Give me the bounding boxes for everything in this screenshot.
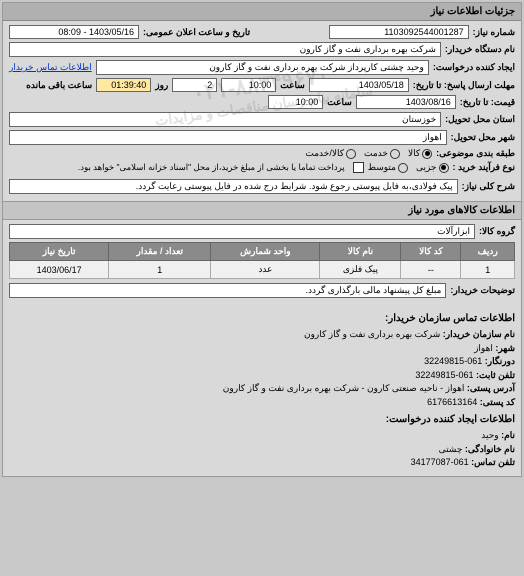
process-opt-medium[interactable]: متوسط [368, 162, 408, 173]
treasury-checkbox[interactable] [353, 162, 364, 173]
creator-value: وحید چشتی کارپرداز شرکت بهره برداری نفت … [96, 60, 429, 75]
buyer-org-label: نام دستگاه خریدار: [445, 44, 515, 55]
cell-unit: عدد [211, 261, 320, 279]
row-budget: طبقه بندی موضوعی: کالا خدمت کالا/خدمت [9, 148, 515, 159]
contact-fax: تلفن ثابت: 061-32249815 [9, 369, 515, 383]
announce-label: تاریخ و ساعت اعلان عمومی: [143, 27, 250, 38]
contact-city: شهر: اهواز [9, 342, 515, 356]
creator-label: ایجاد کننده درخواست: [433, 62, 515, 73]
table-row: 1 -- پیک فلزی عدد 1 1403/06/17 [10, 261, 515, 279]
city-value: اهواز [9, 130, 447, 145]
buyer-org-value: شرکت بهره برداری نفت و گاز کارون [9, 42, 441, 57]
deadline-time: 10:00 [221, 78, 276, 92]
city-label: شهر محل تحویل: [451, 132, 515, 143]
validity-label: قیمت: تا تاریخ: [460, 97, 515, 108]
remain-time: 01:39:40 [96, 78, 151, 92]
subject-value: پیک فولادی،به فایل پیوستی رجوع شود. شرای… [9, 179, 458, 194]
budget-opt-both[interactable]: کالا/خدمت [305, 148, 356, 159]
contact-link[interactable]: اطلاعات تماس خریدار [9, 62, 92, 73]
row-buyer-desc: توضیحات خریدار: مبلغ کل پیشنهاد مالی بار… [9, 283, 515, 298]
province-label: استان محل تحویل: [445, 114, 515, 125]
process-label: نوع فرآیند خرید : [453, 162, 516, 173]
cell-date: 1403/06/17 [10, 261, 109, 279]
panel-title: جزئیات اطلاعات نیاز [3, 3, 521, 21]
req-no-value: 1103092544001287 [329, 25, 469, 39]
creator-header: اطلاعات ایجاد کننده درخواست: [9, 412, 515, 427]
budget-label: طبقه بندی موضوعی: [436, 148, 515, 159]
creator-lname: نام خانوادگی: چشتی [9, 443, 515, 457]
panel-body: ۰۲۱-۸۸۳۴۹۶۷۰ سامانه پیام رسان مناقصات و … [3, 21, 521, 201]
announce-value: 1403/05/16 - 08:09 [9, 25, 139, 39]
req-no-label: شماره نیاز: [473, 27, 515, 38]
goods-body: گروه کالا: ابزارآلات ردیف کد کالا نام کا… [3, 220, 521, 305]
goods-table: ردیف کد کالا نام کالا واحد شمارش تعداد /… [9, 242, 515, 279]
budget-opt-kala[interactable]: کالا [408, 148, 432, 159]
col-code: کد کالا [401, 243, 461, 261]
col-name: نام کالا [320, 243, 401, 261]
validity-time-label: ساعت [327, 97, 352, 108]
remain-count: 2 [172, 78, 217, 92]
row-city: شهر محل تحویل: اهواز [9, 130, 515, 145]
cell-row: 1 [461, 261, 515, 279]
radio-icon [346, 149, 356, 159]
goods-section-title: اطلاعات کالاهای مورد نیاز [3, 201, 521, 220]
buyer-desc-value: مبلغ کل پیشنهاد مالی بارگذاری گردد. [9, 283, 446, 298]
col-date: تاریخ نیاز [10, 243, 109, 261]
row-req-no: شماره نیاز: 1103092544001287 تاریخ و ساع… [9, 25, 515, 39]
contact-addr: آدرس پستی: اهواز - ناحیه صنعتی کارون - ش… [9, 382, 515, 396]
province-value: خوزستان [9, 112, 441, 127]
creator-phone: تلفن تماس: 061-34177087 [9, 456, 515, 470]
remain-suffix: ساعت باقی مانده [26, 80, 92, 91]
row-deadline: مهلت ارسال پاسخ: تا تاریخ: 1403/05/18 سا… [9, 78, 515, 92]
contact-header: اطلاعات تماس سازمان خریدار: [9, 311, 515, 326]
remain-label1: روز [155, 80, 168, 91]
row-buyer-org: نام دستگاه خریدار: شرکت بهره برداری نفت … [9, 42, 515, 57]
col-row: ردیف [461, 243, 515, 261]
deadline-time-label: ساعت [280, 80, 305, 91]
contact-switch: دورنگار: 061-32249815 [9, 355, 515, 369]
budget-radio-group: کالا خدمت کالا/خدمت [305, 148, 432, 159]
contact-block: اطلاعات تماس سازمان خریدار: نام سازمان خ… [3, 305, 521, 476]
row-province: استان محل تحویل: خوزستان [9, 112, 515, 127]
cell-name: پیک فلزی [320, 261, 401, 279]
deadline-date: 1403/05/18 [309, 78, 409, 92]
process-opt-minor[interactable]: جزیی [416, 162, 449, 173]
col-qty: تعداد / مقدار [109, 243, 211, 261]
process-note: پرداخت تماما یا بخشی از مبلغ خرید،از محل… [78, 162, 345, 173]
goods-group-label: گروه کالا: [479, 226, 515, 237]
details-panel: جزئیات اطلاعات نیاز ۰۲۱-۸۸۳۴۹۶۷۰ سامانه … [2, 2, 522, 477]
goods-group-value: ابزارآلات [9, 224, 475, 239]
radio-icon [390, 149, 400, 159]
row-subject: شرح کلی نیاز: پیک فولادی،به فایل پیوستی … [9, 179, 515, 194]
col-unit: واحد شمارش [211, 243, 320, 261]
goods-table-header-row: ردیف کد کالا نام کالا واحد شمارش تعداد /… [10, 243, 515, 261]
contact-org: نام سازمان خریدار: شرکت بهره برداری نفت … [9, 328, 515, 342]
row-validity: قیمت: تا تاریخ: 1403/08/16 ساعت 10:00 [9, 95, 515, 109]
cell-code: -- [401, 261, 461, 279]
validity-time: 10:00 [268, 95, 323, 109]
buyer-desc-label: توضیحات خریدار: [450, 285, 515, 296]
radio-icon [422, 149, 432, 159]
validity-date: 1403/08/16 [356, 95, 456, 109]
deadline-label: مهلت ارسال پاسخ: تا تاریخ: [413, 80, 515, 91]
radio-icon [398, 163, 408, 173]
subject-label: شرح کلی نیاز: [462, 181, 515, 192]
radio-icon [439, 163, 449, 173]
contact-postal: کد پستی: 6176613164 [9, 396, 515, 410]
row-process: نوع فرآیند خرید : جزیی متوسط پرداخت تمام… [9, 162, 515, 173]
process-radio-group: جزیی متوسط [368, 162, 449, 173]
budget-opt-khedmat[interactable]: خدمت [364, 148, 400, 159]
row-creator: ایجاد کننده درخواست: وحید چشتی کارپرداز … [9, 60, 515, 75]
creator-name: نام: وحید [9, 429, 515, 443]
cell-qty: 1 [109, 261, 211, 279]
row-goods-group: گروه کالا: ابزارآلات [9, 224, 515, 239]
